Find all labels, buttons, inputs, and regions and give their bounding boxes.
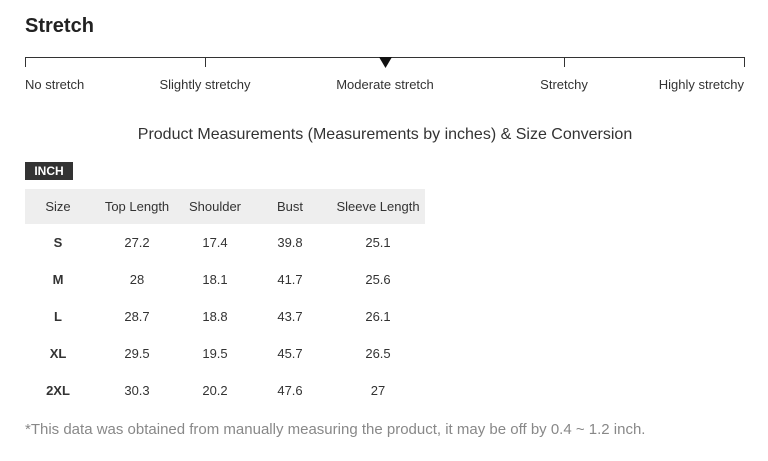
value-cell: 27 bbox=[370, 383, 386, 398]
value-cell: 27.2 bbox=[124, 235, 150, 250]
size-cell: L bbox=[54, 309, 62, 324]
value-cell: 25.1 bbox=[365, 235, 391, 250]
stretch-level: Highly stretchy bbox=[658, 77, 744, 92]
stretch-level: Stretchy bbox=[540, 77, 588, 92]
value-cell: 20.2 bbox=[202, 383, 228, 398]
header-cell: Bust bbox=[276, 199, 304, 214]
size-cell: 2XL bbox=[46, 383, 70, 398]
size-cell: S bbox=[53, 235, 63, 250]
footnote: *This data was obtained from manually me… bbox=[25, 421, 646, 438]
value-cell: 43.7 bbox=[277, 309, 303, 324]
value-cell: 18.8 bbox=[202, 309, 228, 324]
value-cell: 18.1 bbox=[202, 272, 228, 287]
value-cell: 25.6 bbox=[365, 272, 391, 287]
header-cell: Shoulder bbox=[188, 199, 242, 214]
header-cell: Sleeve Length bbox=[336, 199, 420, 214]
section-title: Stretch bbox=[25, 15, 94, 37]
value-cell: 47.6 bbox=[277, 383, 303, 398]
value-cell: 17.4 bbox=[202, 235, 228, 250]
value-cell: 45.7 bbox=[277, 346, 303, 361]
stretch-level: No stretch bbox=[25, 77, 85, 92]
table-header-bg bbox=[25, 189, 425, 224]
value-cell: 28 bbox=[129, 272, 145, 287]
value-cell: 30.3 bbox=[124, 383, 150, 398]
value-cell: 41.7 bbox=[277, 272, 303, 287]
unit-badge: INCH bbox=[25, 162, 73, 180]
header-cell: Size bbox=[45, 199, 71, 214]
value-cell: 39.8 bbox=[277, 235, 303, 250]
stretch-marker bbox=[379, 57, 392, 68]
heading: Product Measurements (Measurements by in… bbox=[137, 126, 633, 143]
value-cell: 19.5 bbox=[202, 346, 228, 361]
stretch-scale bbox=[25, 57, 745, 68]
value-cell: 26.1 bbox=[365, 309, 391, 324]
stretch-level: Slightly stretchy bbox=[159, 77, 251, 92]
value-cell: 26.5 bbox=[365, 346, 391, 361]
value-cell: 28.7 bbox=[124, 309, 150, 324]
value-cell: 29.5 bbox=[124, 346, 150, 361]
size-cell: XL bbox=[49, 346, 67, 361]
header-cell: Top Length bbox=[104, 199, 170, 214]
size-cell: M bbox=[52, 272, 64, 287]
stretch-level: Moderate stretch bbox=[336, 77, 434, 92]
